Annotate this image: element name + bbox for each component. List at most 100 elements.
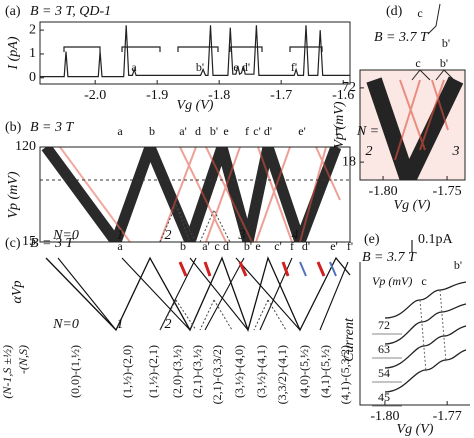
trace-label: 54 — [378, 366, 390, 380]
annotation: c — [214, 239, 219, 253]
scale-label: 0.1pA — [418, 232, 454, 247]
panel-title: B = 3.7 T — [362, 250, 417, 265]
n-label: N=0 — [52, 317, 79, 332]
n-label: 3 — [452, 144, 460, 159]
trace-label: 72 — [378, 318, 390, 332]
annotation: c' — [274, 239, 282, 253]
y-tick-label: 15 — [22, 234, 36, 249]
n-label: 1 — [117, 228, 124, 243]
x-tick-label: -1.7 — [270, 88, 292, 103]
annotation: a — [117, 239, 123, 253]
plot-frame — [39, 21, 351, 85]
trace-label: 45 — [378, 390, 390, 404]
annotation: a' — [202, 239, 210, 253]
annotation: d — [223, 239, 229, 253]
x-tick-label: -1.80 — [370, 409, 399, 424]
panel-label: (a) — [5, 4, 21, 19]
transition-label: (4,1)-(5,½) — [318, 345, 332, 398]
annotation: f' — [347, 239, 353, 253]
trace-label: 63 — [378, 342, 390, 356]
annotation: c — [417, 6, 422, 20]
y-axis-label: I (pA) — [6, 36, 21, 70]
y-axis-label: Vp (mV) — [332, 101, 347, 148]
annotation: f' — [335, 124, 341, 138]
x-tick-label: -1.80 — [368, 184, 397, 199]
annotation: a — [117, 124, 123, 138]
transition-label: (2,0)-(3,½) — [170, 345, 184, 398]
y-axis-label: Vp (mV) — [6, 171, 21, 218]
annotation: b' — [440, 56, 448, 70]
transition-label: (3,½)-(4,1) — [254, 345, 268, 398]
annotation: f — [290, 239, 294, 253]
y-axis-label: Current — [342, 317, 357, 362]
n-label: 1 — [117, 317, 124, 332]
panel-title: B = 3 T — [30, 236, 74, 251]
panel-label: (b) — [5, 120, 22, 135]
x-tick-label: -1.8 — [208, 88, 230, 103]
side-label: -(N,S) — [16, 345, 30, 374]
annotation: e — [255, 239, 260, 253]
plot-frame — [359, 69, 466, 181]
y-tick-label: 72 — [342, 80, 356, 95]
x-tick-label: -2.0 — [84, 88, 106, 103]
annotation: b' — [442, 36, 450, 50]
current-trace — [40, 25, 350, 78]
annotation: e — [223, 124, 228, 138]
transition-label: (3,½)-(4,0) — [232, 345, 246, 398]
transition-label: (4,1)-(5,3/2) — [338, 345, 352, 404]
x-axis-label: Vg (V) — [397, 422, 434, 437]
y-tick-label: 120 — [15, 139, 36, 154]
annotation: a — [131, 60, 137, 74]
annotation: c — [421, 274, 426, 288]
annotation: d — [195, 124, 201, 138]
panel-label: (d) — [386, 4, 403, 19]
panel-title: B = 3 T — [30, 120, 74, 135]
x-tick-label: -1.9 — [146, 88, 168, 103]
n-label: 2 — [165, 317, 172, 332]
transition-label: (2,1)-(3,3/2) — [210, 345, 224, 404]
n-label: 4 — [292, 228, 299, 243]
annotation: b' — [210, 124, 218, 138]
annotation: f — [245, 124, 249, 138]
n-label: 2 — [366, 144, 373, 159]
x-tick-label: -1.75 — [432, 184, 461, 199]
transition-label: (3,3/2)-(4,1) — [275, 345, 289, 404]
n-label: 2 — [165, 228, 172, 243]
panel-title: B = 3.7 T — [374, 30, 429, 45]
panel-label: (c) — [5, 236, 21, 251]
legend-title: Vp (mV) — [372, 274, 412, 288]
x-axis-label: Vg (V) — [177, 98, 214, 113]
annotation: d' — [242, 60, 250, 74]
annotation: b' — [196, 60, 204, 74]
annotation: d' — [302, 239, 310, 253]
x-axis-label: Vg (V) — [394, 198, 431, 213]
annotation: b — [149, 124, 155, 138]
annotation: e' — [330, 239, 338, 253]
transition-label: (1,½)-(2,1) — [146, 345, 160, 398]
panel-title: B = 3 T, QD-1 — [30, 4, 111, 19]
transition-label: (0,0)-(1,½) — [68, 345, 82, 398]
y-tick-label: 0 — [29, 70, 36, 85]
panel-label: (e) — [364, 232, 380, 247]
annotation: e' — [298, 124, 306, 138]
annotation: a' — [179, 124, 187, 138]
annotation: c' — [253, 124, 261, 138]
annotation: b' — [244, 239, 252, 253]
annotation: e — [233, 60, 238, 74]
annotation: b — [180, 239, 186, 253]
annotation: b' — [454, 258, 462, 272]
y-tick-label: 18 — [342, 154, 356, 169]
y-tick-label: 2 — [29, 22, 36, 37]
plot-frame — [39, 146, 351, 243]
side-label: (N-1,S ±½) — [0, 345, 14, 399]
transition-label: (1,½)-(2,0) — [120, 345, 134, 398]
transition-label: (2,1)-(3,½) — [190, 345, 204, 398]
n-label: 3 — [238, 228, 246, 243]
transition-label: (4,0)-(5,½) — [297, 345, 311, 398]
y-axis-label: αVp — [10, 281, 25, 304]
x-tick-label: -1.77 — [433, 409, 462, 424]
axis-line — [359, 262, 470, 406]
n-label: N = — [356, 124, 379, 139]
annotation: c — [415, 56, 420, 70]
